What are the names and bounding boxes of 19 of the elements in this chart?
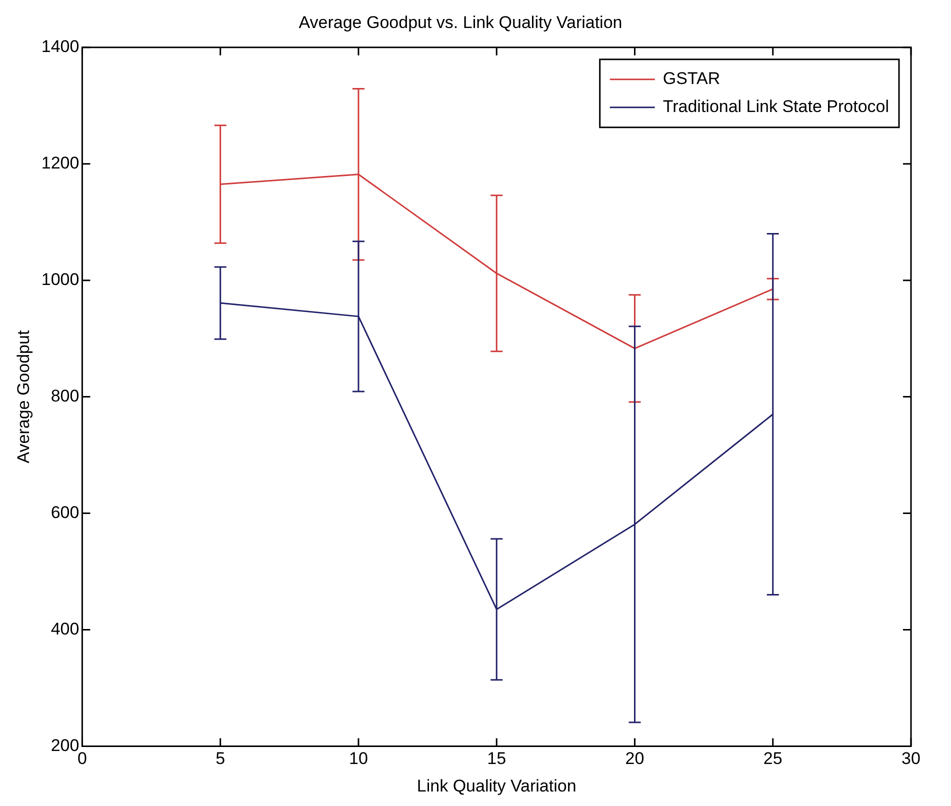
y-tick-label: 200: [50, 736, 80, 755]
y-tick-label: 1400: [41, 37, 80, 56]
y-tick-label: 1000: [41, 270, 80, 290]
y-axis-title: Average Goodput: [14, 330, 33, 464]
x-tick-label: 15: [487, 749, 506, 768]
y-tick-label: 800: [50, 386, 80, 406]
legend-label: Traditional Link State Protocol: [662, 97, 889, 116]
x-axis-title: Link Quality Variation: [416, 776, 576, 796]
y-tick-label: 600: [50, 502, 80, 522]
y-tick-label: 400: [50, 619, 80, 638]
x-tick-label: 5: [216, 749, 226, 768]
x-tick-label: 20: [625, 749, 644, 768]
legend-label: GSTAR: [662, 69, 720, 88]
x-tick-label: 30: [902, 749, 920, 768]
x-tick-label: 0: [77, 749, 87, 768]
chart-title: Average Goodput vs. Link Quality Variation: [298, 12, 622, 32]
x-tick-label: 25: [763, 749, 782, 768]
y-tick-label: 1200: [41, 154, 80, 173]
x-tick-label: 10: [349, 749, 368, 768]
